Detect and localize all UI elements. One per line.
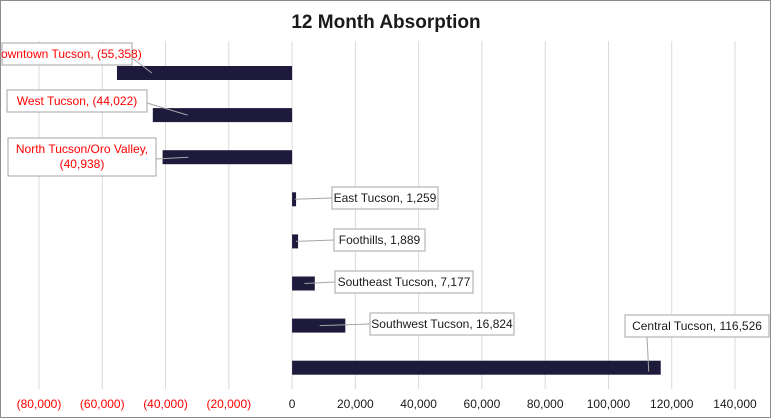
data-label-box [333, 228, 426, 252]
x-tick-label: 100,000 [587, 397, 631, 411]
data-label: (40,938) [60, 157, 105, 171]
data-label-callouts: Downtown Tucson, (55,358) West Tucson, (4… [1, 42, 770, 372]
data-label-box [1, 42, 133, 66]
bar [292, 318, 346, 333]
callout-leader [304, 281, 336, 284]
data-label: Downtown Tucson, (55,358) [1, 47, 142, 61]
callout-leader [146, 102, 188, 116]
x-tick-label: (40,000) [143, 397, 188, 411]
bar [292, 192, 297, 207]
x-tick-label: 0 [289, 397, 296, 411]
x-tick-label: (20,000) [206, 397, 251, 411]
bar [152, 108, 293, 123]
data-label: East Tucson, 1,259 [334, 191, 437, 205]
x-tick-label: 40,000 [400, 397, 437, 411]
callout-leader [131, 57, 153, 74]
x-tick-label: 140,000 [713, 397, 757, 411]
data-label: West Tucson, (44,022) [17, 94, 138, 108]
callout-leader [155, 156, 189, 160]
x-tick-label: (80,000) [17, 397, 62, 411]
callout-leader [646, 336, 650, 372]
data-label-box [369, 312, 515, 336]
bar [292, 234, 299, 249]
x-tick-label: 20,000 [337, 397, 374, 411]
data-label-box [7, 137, 157, 177]
callout-leader [296, 239, 335, 242]
data-label-box [334, 270, 474, 294]
x-tick-label: 120,000 [650, 397, 694, 411]
callout-leader [319, 323, 371, 327]
bar [292, 360, 661, 375]
data-label: North Tucson/Oro Valley, [16, 142, 148, 156]
callout-leader [295, 197, 333, 200]
bar [292, 276, 315, 291]
data-label-box [331, 186, 439, 210]
x-tick-label: (60,000) [80, 397, 125, 411]
x-tick-label: 60,000 [464, 397, 501, 411]
bar [162, 150, 293, 165]
data-label: Southeast Tucson, 7,177 [338, 275, 471, 289]
data-label-box [6, 89, 148, 113]
x-axis-tick-labels: (80,000) (60,000) (40,000) (20,000) 0 20,000 4… [17, 397, 757, 411]
data-label: Southwest Tucson, 16,824 [371, 317, 513, 331]
data-label: Foothills, 1,889 [339, 233, 421, 247]
chart-title: 12 Month Absorption [291, 12, 480, 33]
data-label: Central Tucson, 116,526 [632, 319, 762, 333]
x-tick-label: 80,000 [527, 397, 564, 411]
bars [116, 66, 661, 375]
data-label-box [624, 314, 770, 338]
bar [116, 66, 293, 80]
